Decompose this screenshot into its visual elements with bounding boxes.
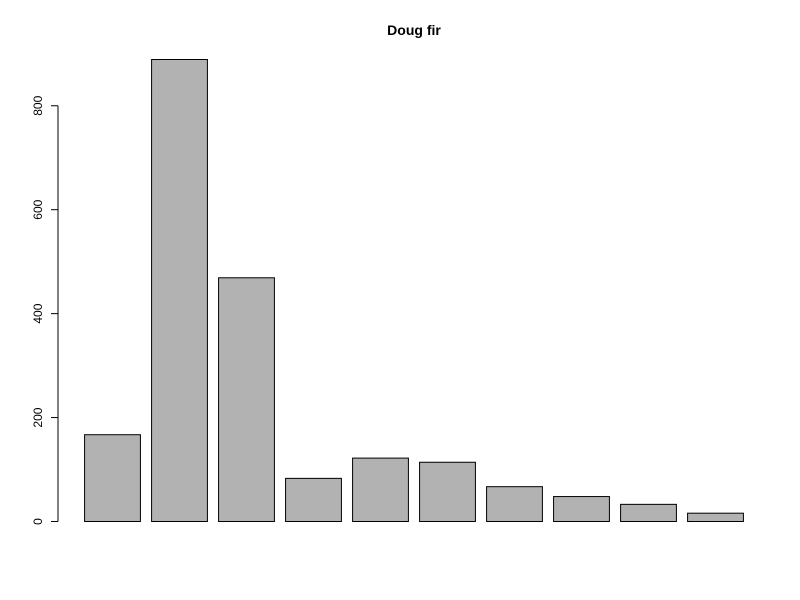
bar: [352, 457, 409, 522]
bar: [553, 496, 610, 522]
bar: [620, 503, 677, 523]
bar: [285, 477, 342, 523]
bar: [419, 461, 476, 523]
y-tick-label: 800: [31, 95, 45, 115]
y-tick-label: 0: [31, 518, 45, 525]
y-tick-label: 200: [31, 407, 45, 427]
bar: [218, 277, 275, 523]
bars-group: [84, 59, 744, 523]
bar: [687, 512, 744, 523]
y-tick-label: 600: [31, 199, 45, 219]
bar: [486, 486, 543, 522]
chart-title: Doug fir: [387, 22, 441, 38]
bar: [84, 434, 141, 522]
y-tick-label: 400: [31, 303, 45, 323]
y-axis: 0 200 400 600 800: [31, 95, 59, 525]
bar: [151, 59, 208, 522]
